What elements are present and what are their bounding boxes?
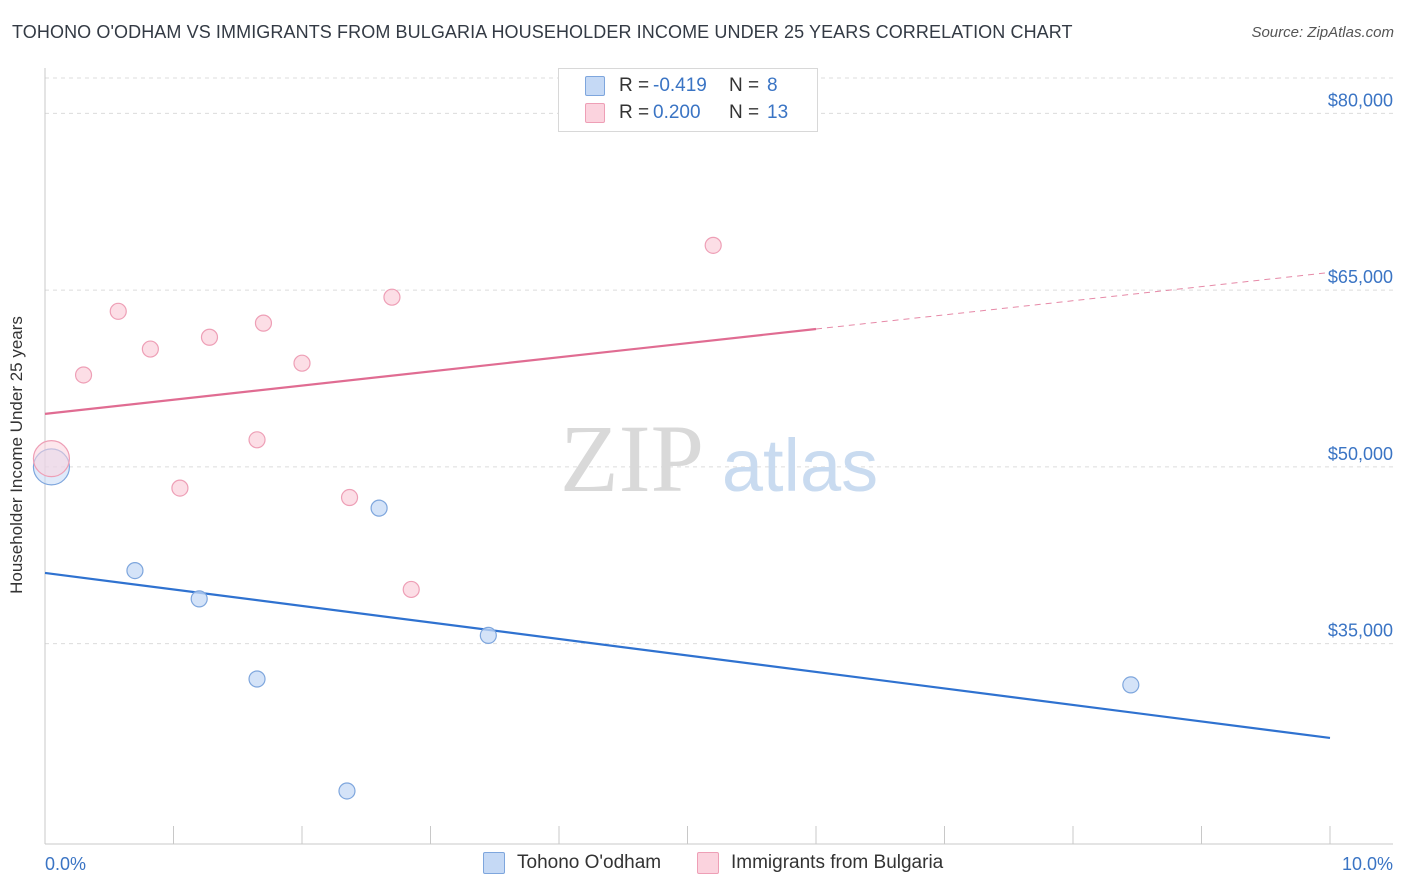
bulgaria-point [74, 366, 93, 384]
bulgaria-point [383, 288, 401, 306]
y-tick-label: $35,000 [1328, 621, 1393, 641]
x-tick-label: 0.0% [45, 854, 86, 874]
correlation-legend: R = -0.419 N = 8 R = 0.200 N = 13 [558, 68, 818, 132]
bulgaria-point [402, 580, 420, 599]
y-tick-label: $65,000 [1328, 267, 1393, 287]
y-tick-label: $80,000 [1328, 90, 1393, 110]
y-tick-label: $50,000 [1328, 444, 1393, 464]
tick-labels: $35,000 $50,000 $65,000 $80,000 0.0% 10.0% [45, 90, 1393, 874]
trend-line-bulgaria [44, 327, 817, 415]
legend-item-label: Immigrants from Bulgaria [731, 852, 944, 873]
tohono-point [479, 626, 497, 645]
bulgaria-point [293, 354, 311, 372]
tohono-legend-icon [483, 852, 505, 874]
bulgaria-point [109, 302, 127, 320]
trend-line-bulgaria-extension [815, 271, 1331, 330]
tohono-point [190, 590, 208, 608]
bulgaria-point [32, 440, 71, 478]
watermark: ZIP atlas [560, 405, 878, 512]
bulgaria-point [200, 328, 219, 346]
watermark-atlas: atlas [722, 424, 878, 507]
legend-r-label: R = [619, 75, 650, 96]
source-credit: Source: ZipAtlas.com [1251, 24, 1394, 41]
bulgaria-point [254, 314, 273, 332]
legend-r-label: R = [619, 102, 650, 123]
tohono-point [338, 782, 356, 800]
legend-n-value: 13 [767, 102, 789, 123]
bulgaria-swatch-icon [585, 103, 605, 123]
bulgaria-point [141, 340, 159, 358]
tohono-point [126, 561, 144, 580]
tohono-point [370, 499, 388, 517]
chart-title: TOHONO O'ODHAM VS IMMIGRANTS FROM BULGAR… [12, 22, 1073, 42]
trend-line-tohono [44, 571, 1331, 740]
legend-item-bulgaria[interactable]: Immigrants from Bulgaria [697, 852, 943, 874]
legend-n-label: N = [729, 102, 760, 123]
bulgaria-point [248, 431, 266, 449]
trend-lines [44, 271, 1331, 740]
bulgaria-point [704, 236, 722, 254]
y-axis-label: Householder Income Under 25 years [7, 316, 26, 594]
legend-n-value: 8 [767, 75, 778, 96]
legend-item-tohono[interactable]: Tohono O'odham [483, 852, 661, 874]
tohono-point [1122, 676, 1140, 694]
series-legend: Tohono O'odham Immigrants from Bulgaria [0, 852, 1406, 876]
data-points [32, 236, 1140, 800]
legend-row-tohono: R = -0.419 N = 8 [585, 74, 778, 98]
legend-n-label: N = [729, 75, 760, 96]
axes [44, 68, 1393, 845]
legend-row-bulgaria: R = 0.200 N = 13 [585, 101, 788, 125]
watermark-zip: ZIP [560, 405, 704, 512]
legend-r-value: -0.419 [653, 75, 707, 96]
bulgaria-point [340, 488, 359, 507]
tohono-point [248, 670, 266, 688]
bulgaria-point [171, 479, 189, 497]
tohono-swatch-icon [585, 76, 605, 96]
x-tick-label: 10.0% [1342, 854, 1393, 874]
gridlines [45, 77, 1393, 645]
legend-item-label: Tohono O'odham [517, 852, 662, 873]
legend-r-value: 0.200 [653, 102, 701, 123]
bulgaria-legend-icon [697, 852, 719, 874]
